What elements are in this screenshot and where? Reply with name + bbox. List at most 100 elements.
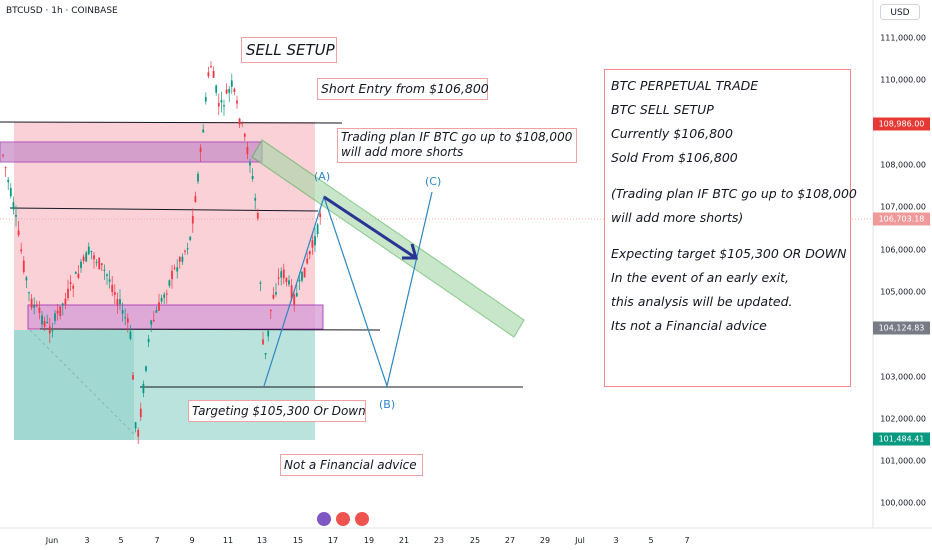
time-tick: 3: [84, 536, 90, 545]
price-tick: 110,000.00: [880, 75, 926, 85]
currency-button[interactable]: USD: [880, 4, 920, 20]
level-line-mid[interactable]: [9, 207, 319, 212]
profit-zone-dark: [14, 330, 134, 440]
level-line-top[interactable]: [0, 121, 343, 124]
candle-body: [178, 257, 181, 262]
candle-body: [35, 305, 38, 307]
candle-body: [163, 294, 166, 298]
candle-body: [155, 310, 158, 313]
candle-body: [282, 269, 285, 279]
candle-body: [43, 321, 46, 327]
candle-body: [210, 66, 212, 68]
candle-body: [303, 267, 306, 278]
candle-body: [69, 282, 72, 284]
candle-body: [184, 250, 186, 252]
candle-body: [275, 292, 277, 295]
short-entry-label[interactable]: Short Entry from $106,800: [317, 78, 489, 100]
trading-plan-label[interactable]: Trading plan IF BTC go up to $108,000 wi…: [337, 128, 577, 163]
candle-body: [87, 246, 90, 255]
candle-body: [251, 176, 254, 180]
candle-body: [95, 261, 98, 263]
supply-box[interactable]: [0, 141, 263, 163]
candle-body: [152, 319, 155, 322]
time-tick: 17: [327, 536, 339, 545]
candle-body: [308, 251, 311, 255]
candle-body: [106, 274, 108, 276]
time-tick: 7: [154, 536, 160, 545]
candle-body: [181, 256, 184, 262]
targeting-label[interactable]: Targeting $105,300 Or Down: [188, 400, 366, 422]
candle-body: [132, 375, 134, 380]
candle-body: [64, 298, 67, 305]
candle-body: [54, 313, 56, 321]
candle-body: [191, 215, 194, 224]
candle-body: [51, 330, 54, 332]
candle-body: [129, 331, 132, 339]
candle-body: [264, 352, 267, 355]
candle-body: [2, 154, 4, 156]
wave-path[interactable]: [263, 191, 433, 389]
candle-body: [269, 309, 272, 312]
candle-body: [147, 338, 150, 343]
sell-setup-label[interactable]: SELL SETUP: [241, 37, 337, 63]
time-tick: 5: [648, 536, 654, 545]
candle-body: [228, 89, 231, 93]
candle-body: [46, 322, 49, 324]
candle-body: [82, 256, 85, 261]
candle-body: [246, 146, 249, 155]
price-tick: 101,000.00: [880, 456, 926, 466]
price-tick: 106,000.00: [880, 245, 926, 255]
wave-label-c: (C): [425, 175, 442, 188]
zone-diagonal: [29, 329, 135, 435]
demand-box[interactable]: [27, 304, 324, 330]
candle-body: [238, 118, 241, 125]
plan-line: Expecting target $105,300 OR DOWN: [611, 246, 847, 261]
plan-spacer: [611, 230, 844, 242]
level-line-low[interactable]: [39, 328, 381, 331]
candle-body: [277, 277, 280, 279]
event-icon-1[interactable]: [317, 512, 331, 526]
candle-body: [113, 291, 116, 295]
candle-body: [316, 224, 319, 235]
plan-line: Currently $106,800: [611, 126, 733, 141]
candle-body: [15, 214, 17, 217]
candle-body: [4, 167, 7, 169]
candle-body: [319, 213, 322, 218]
plan-line: Sold From $106,800: [611, 150, 738, 165]
symbol-title[interactable]: BTCUSD · 1h · COINBASE: [6, 6, 118, 16]
price-tick: 100,000.00: [880, 498, 926, 508]
time-tick: 27: [504, 536, 516, 545]
time-tick: 19: [363, 536, 375, 545]
candle-body: [197, 173, 199, 182]
candle-body: [314, 236, 316, 246]
plan-line: BTC SELL SETUP: [611, 102, 714, 117]
candle-body: [119, 299, 121, 305]
candle-body: [20, 249, 23, 252]
projection-arrow[interactable]: [323, 195, 417, 260]
price-tag-current: 106,703.18: [873, 212, 930, 226]
candlestick-series[interactable]: [2, 61, 322, 444]
candle-body: [28, 292, 30, 294]
candle-body: [17, 230, 20, 236]
candle-body: [142, 383, 145, 394]
candle-body: [22, 260, 25, 272]
candle-body: [259, 282, 262, 284]
price-tag-low: 101,484.41: [873, 432, 930, 446]
not-advice-label[interactable]: Not a Financial advice: [280, 454, 423, 476]
event-icon-2[interactable]: [336, 512, 350, 526]
candle-body: [116, 299, 119, 306]
candle-body: [139, 408, 142, 418]
candle-body: [171, 270, 173, 280]
candle-body: [311, 240, 314, 248]
candle-body: [298, 279, 301, 282]
candle-body: [285, 277, 288, 282]
candle-body: [173, 267, 176, 269]
time-tick: 5: [118, 536, 124, 545]
candle-body: [160, 297, 163, 302]
trade-plan-panel[interactable]: BTC PERPETUAL TRADE BTC SELL SETUP Curre…: [604, 69, 857, 387]
time-tick: 23: [433, 536, 445, 545]
candle-body: [243, 133, 246, 137]
candle-body: [301, 271, 303, 281]
event-icon-3[interactable]: [355, 512, 369, 526]
